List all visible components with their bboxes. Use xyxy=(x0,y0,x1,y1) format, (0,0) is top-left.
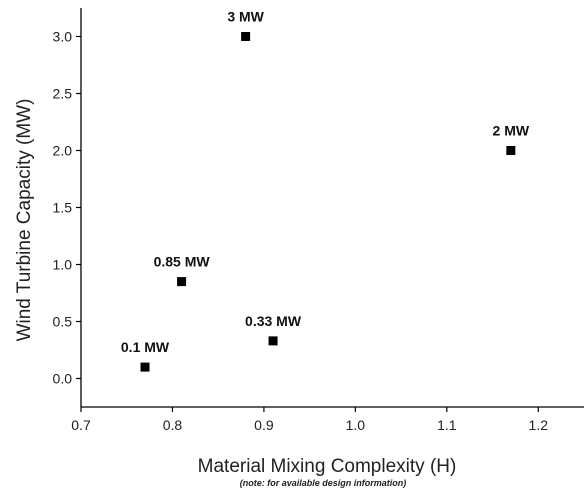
data-point xyxy=(506,146,516,155)
y-tick-label: 0.5 xyxy=(53,314,73,330)
data-label: 0.33 MW xyxy=(245,313,302,329)
y-tick-label: 2.0 xyxy=(53,143,73,159)
data-label: 0.1 MW xyxy=(121,339,170,355)
y-axis-title: Wind Turbine Capacity (MW) xyxy=(14,99,35,342)
x-tick-label: 0.9 xyxy=(254,417,274,433)
x-axis-note: (note: for available design information) xyxy=(240,478,407,488)
data-label: 0.85 MW xyxy=(154,254,211,270)
data-points xyxy=(140,32,516,372)
data-point xyxy=(268,336,278,346)
x-tick-label: 0.8 xyxy=(163,417,183,433)
data-labels: 0.1 MW 0.85 MW 3 MW 0.33 MW 2 MW xyxy=(121,9,530,356)
data-label: 2 MW xyxy=(493,123,530,139)
x-ticks: 0.7 0.8 0.9 1.0 1.1 1.2 xyxy=(71,407,548,433)
y-tick-label: 1.0 xyxy=(53,257,73,273)
x-tick-label: 1.1 xyxy=(437,417,457,433)
x-tick-label: 1.0 xyxy=(346,417,366,433)
data-point xyxy=(177,277,187,287)
x-axis-title: Material Mixing Complexity (H) xyxy=(198,456,457,477)
y-tick-label: 3.0 xyxy=(53,29,73,45)
data-point xyxy=(241,32,251,41)
y-tick-label: 0.0 xyxy=(53,371,73,387)
data-point xyxy=(140,362,150,372)
x-tick-label: 1.2 xyxy=(529,417,549,433)
y-ticks: 0.0 0.5 1.0 1.5 2.0 2.5 3.0 xyxy=(53,29,81,387)
y-tick-label: 1.5 xyxy=(53,200,73,216)
data-label: 3 MW xyxy=(227,9,264,25)
y-tick-label: 2.5 xyxy=(53,86,73,102)
x-tick-label: 0.7 xyxy=(71,417,91,433)
